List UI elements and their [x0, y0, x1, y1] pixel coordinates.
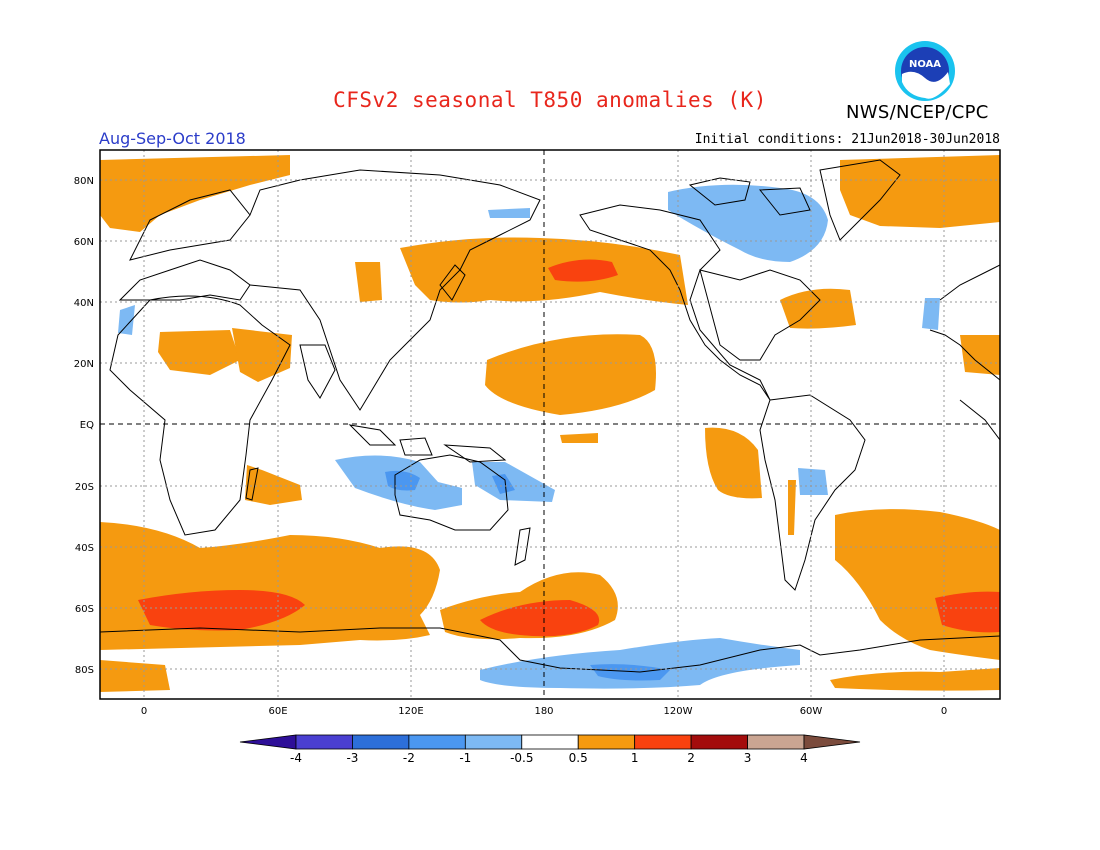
colorbar-label: -3 — [346, 751, 358, 765]
cold-region — [668, 184, 828, 262]
lat-label: 40S — [75, 543, 94, 554]
equator-dateline — [100, 150, 1000, 699]
lon-label: 120E — [398, 706, 423, 717]
hot-core — [935, 591, 1000, 633]
gridlines — [100, 150, 1000, 699]
warm-region — [830, 668, 1000, 691]
lon-label: 60E — [268, 706, 287, 717]
lat-label: EQ — [80, 420, 94, 431]
chart-title: CFSv2 seasonal T850 anomalies (K) — [333, 88, 767, 112]
colorbar-segment — [295, 734, 353, 750]
colorbar-segment — [464, 734, 523, 750]
cold-region — [798, 468, 828, 495]
warm-region — [245, 465, 302, 505]
lon-label: 60W — [800, 706, 823, 717]
lat-label: 40N — [74, 298, 94, 309]
lat-label: 60N — [74, 237, 94, 248]
colorbar-segment — [634, 734, 692, 750]
cold-region — [922, 298, 940, 330]
colorbar-label: -2 — [403, 751, 415, 765]
colorbar-segment — [408, 734, 466, 750]
colorbar-label: 4 — [800, 751, 808, 765]
warm-region — [100, 155, 290, 232]
initial-conditions-label: Initial conditions: 21Jun2018-30Jun2018 — [694, 132, 1000, 147]
lon-label: 0 — [941, 706, 947, 717]
cold-region — [480, 638, 800, 689]
hot-core — [480, 600, 600, 637]
warm-region — [560, 433, 598, 443]
warm-region — [158, 330, 240, 375]
coastlines — [100, 159, 1000, 673]
warm-region — [232, 328, 292, 382]
colorbar-label: 1 — [631, 751, 639, 765]
lat-label: 80N — [74, 176, 94, 187]
colorbar-segment — [803, 734, 861, 750]
cold-region — [472, 462, 555, 502]
colorbar-label: -1 — [459, 751, 471, 765]
cold-region — [118, 305, 135, 335]
warm-region — [788, 480, 796, 535]
colorbar-label: 0.5 — [569, 751, 588, 765]
colorbar-label: -4 — [290, 751, 302, 765]
warm-region — [485, 334, 656, 415]
colorbar-label: 2 — [687, 751, 695, 765]
colorbar-segment — [747, 734, 805, 750]
organization-label: NWS/NCEP/CPC — [846, 102, 989, 123]
lat-axis-labels: 80N 60N 40N 20N EQ 20S 40S 60S 80S — [74, 176, 94, 676]
warm-region — [840, 155, 1000, 228]
warm-region — [355, 262, 382, 302]
season-label: Aug-Sep-Oct 2018 — [99, 129, 246, 148]
lat-label: 60S — [75, 604, 94, 615]
colorbar: -4 -3 -2 -1 -0.5 0.5 1 2 3 4 — [239, 734, 861, 765]
warm-region — [960, 335, 1000, 375]
colorbar-label: 3 — [744, 751, 752, 765]
colorbar-segment — [577, 734, 636, 750]
lon-axis-labels: 0 60E 120E 180 120W 60W 0 — [141, 706, 947, 717]
cold-region — [488, 208, 530, 218]
hot-core — [138, 590, 305, 631]
cold-region — [492, 474, 515, 494]
logo-text: NOAA — [909, 59, 941, 70]
colorbar-segment — [690, 734, 748, 750]
lon-label: 0 — [141, 706, 147, 717]
hot-core — [548, 259, 618, 282]
anomaly-shading — [100, 155, 1000, 692]
warm-region — [100, 660, 170, 692]
colorbar-label: -0.5 — [510, 751, 533, 765]
warm-region — [780, 288, 856, 329]
lat-label: 20N — [74, 359, 94, 370]
colorbar-segment — [352, 734, 410, 750]
lat-label: 80S — [75, 665, 94, 676]
noaa-logo-icon: NOAA — [895, 41, 955, 101]
cold-region — [590, 664, 670, 681]
colorbar-segment — [521, 734, 579, 750]
lon-label: 180 — [534, 706, 553, 717]
warm-region — [705, 427, 762, 499]
lon-label: 120W — [664, 706, 693, 717]
lat-label: 20S — [75, 482, 94, 493]
colorbar-segment — [239, 734, 297, 750]
map-frame — [99, 149, 1001, 700]
